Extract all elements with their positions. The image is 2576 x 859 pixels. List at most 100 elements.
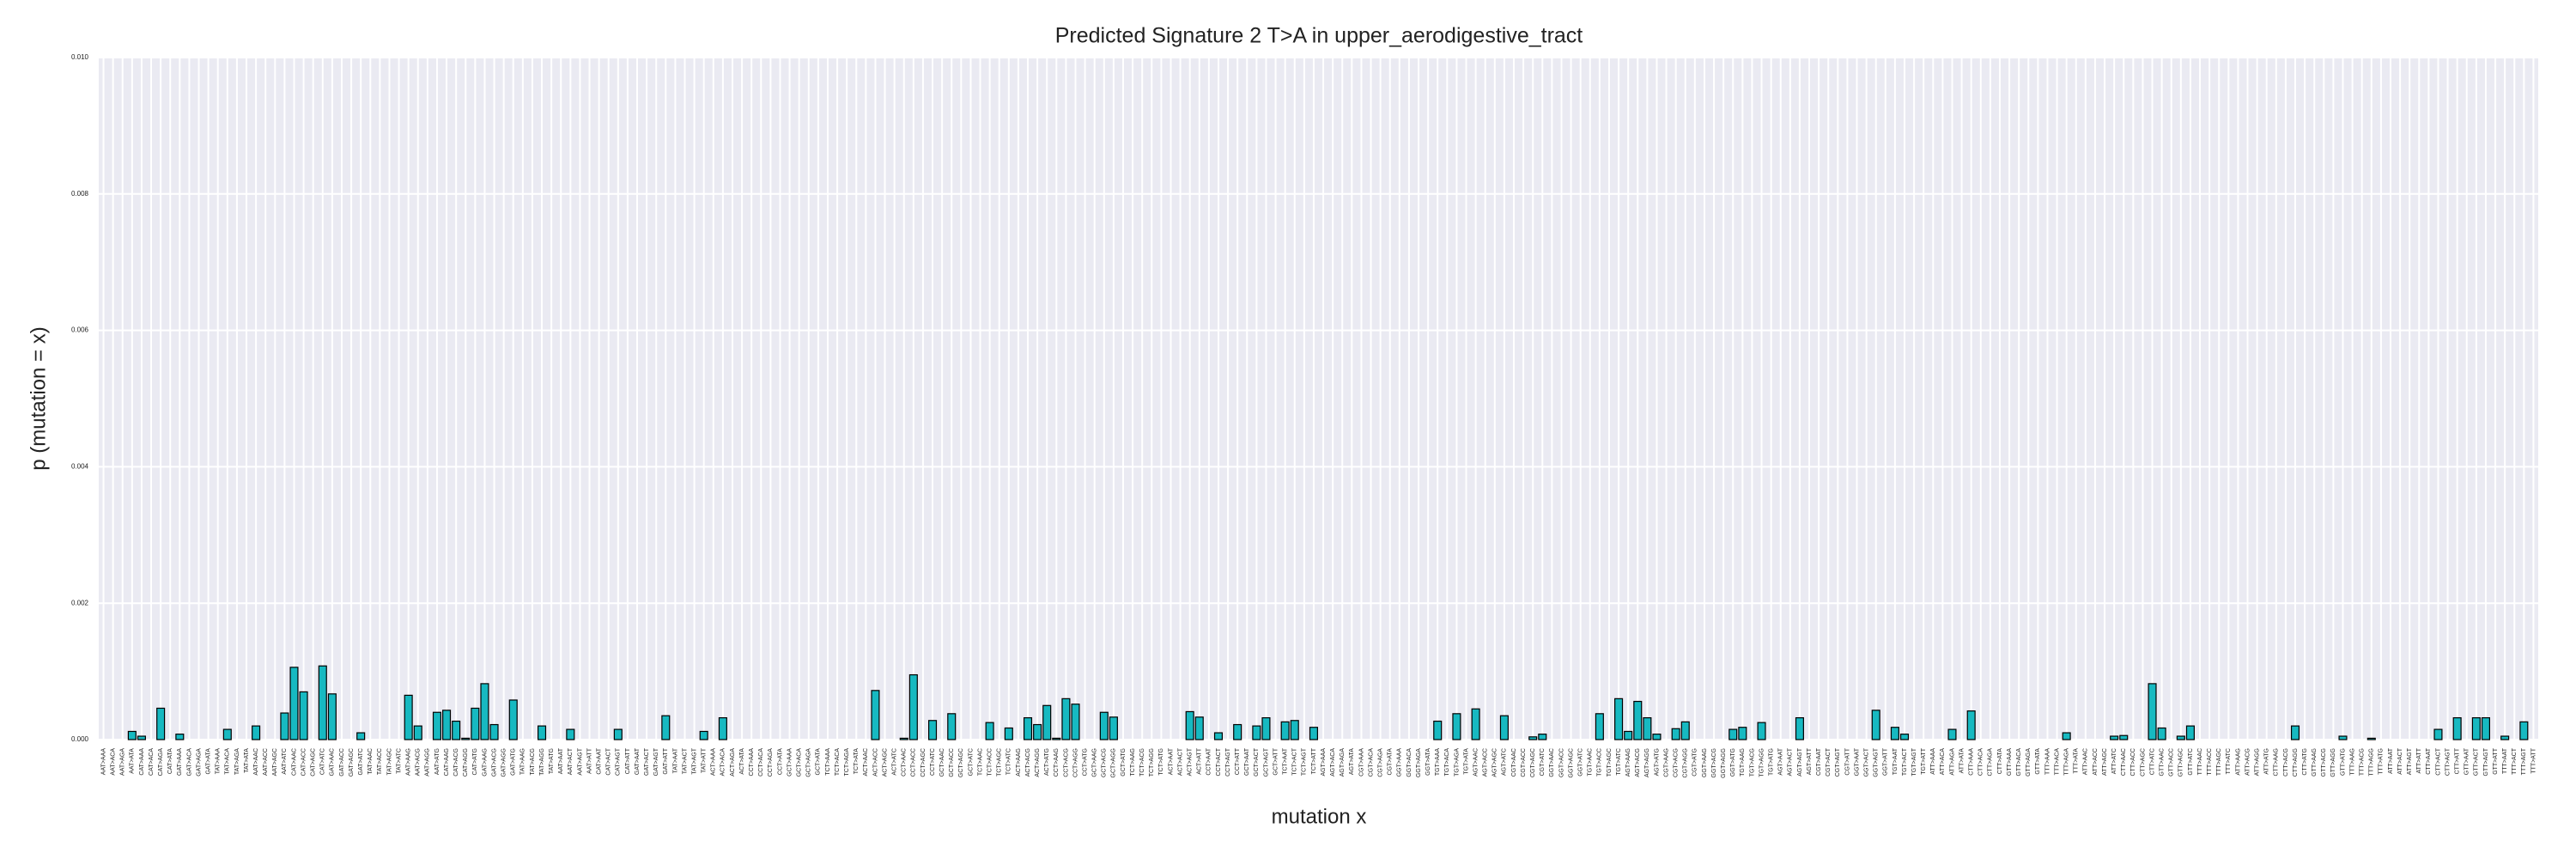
x-tick-label: ACT>AGT: [1188, 747, 1194, 776]
x-tick-label: GGT>AAT: [1854, 747, 1860, 776]
bar: [1757, 722, 1766, 740]
bar: [1471, 708, 1480, 740]
x-tick-label: GGT>ATT: [1883, 747, 1889, 776]
bar: [1109, 716, 1118, 740]
x-tick-label: CAT>AAG: [444, 748, 450, 776]
bar: [2500, 735, 2510, 740]
bar: [1738, 727, 1747, 740]
x-tick-label: CAT>ACC: [301, 748, 307, 776]
x-tick-label: GTT>AAG: [2312, 748, 2318, 777]
bar: [566, 728, 575, 740]
x-tick-label: CTT>ATT: [2455, 747, 2461, 774]
x-tick-label: CTT>ACG: [2283, 748, 2289, 777]
x-tick-label: GAT>AGG: [501, 748, 507, 777]
x-tick-label: TAT>AAA: [216, 748, 222, 775]
x-tick-label: AGT>ATC: [1502, 748, 1508, 776]
x-tick-label: TAT>AAG: [520, 748, 526, 775]
x-tick-label: CAT>AGC: [311, 748, 317, 777]
x-tick-label: AGT>AGG: [1644, 748, 1650, 777]
x-tick-label: GTT>AAA: [2007, 748, 2013, 776]
x-tick-label: AGT>AGT: [1797, 747, 1803, 777]
x-tick-label: TGT>ACT: [1902, 747, 1908, 776]
bar: [413, 725, 422, 740]
x-tick-label: GTT>ATT: [2493, 747, 2499, 775]
x-tick-label: CGT>AAA: [1358, 748, 1364, 777]
x-tick-label: GTT>ATC: [2188, 748, 2194, 776]
x-tick-label: GAT>AAC: [330, 748, 336, 776]
x-tick-label: AAT>ATT: [586, 747, 592, 774]
x-tick-label: CTT>AAC: [2121, 748, 2127, 776]
x-tick-label: GAT>AGT: [653, 747, 659, 776]
x-tick-label: ATT>AGA: [1949, 748, 1955, 776]
x-tick-label: AGT>AGC: [1492, 748, 1498, 777]
x-tick-label: CGT>AAT: [1816, 747, 1822, 776]
x-tick-label: AGT>ACG: [1635, 748, 1641, 777]
x-tick-label: TCT>ATA: [854, 748, 860, 775]
bar: [1538, 734, 1547, 740]
x-tick-label: CTT>AGG: [2293, 748, 2299, 777]
x-axis-label: mutation x: [1272, 805, 1367, 828]
x-tick-label: GTT>AGA: [2026, 748, 2032, 777]
x-tick-label: GAT>ATT: [663, 747, 669, 774]
x-tick-label: GCT>AGT: [1263, 747, 1269, 777]
x-tick-label: AAT>ATG: [434, 748, 440, 775]
x-tick-label: ATT>ATC: [2111, 748, 2117, 774]
bar: [1194, 716, 1204, 740]
x-tick-label: AAT>AGA: [120, 748, 126, 776]
x-tick-label: GCT>ACA: [797, 748, 803, 777]
x-tick-label: GTT>ACG: [2321, 748, 2327, 777]
x-tick-label: ACT>AAT: [1168, 747, 1174, 775]
x-tick-label: ACT>ATA: [739, 748, 745, 775]
x-tick-label: TGT>ACA: [1444, 748, 1450, 777]
bar: [2176, 735, 2185, 740]
x-tick-label: GTT>AGC: [2178, 748, 2184, 777]
x-tick-label: GAT>AGA: [196, 748, 202, 777]
bar: [2481, 716, 2491, 740]
x-tick-label: TGT>AGG: [1759, 748, 1765, 777]
x-tick-label: GTT>AAC: [2159, 748, 2165, 776]
x-tick-label: TGT>ATC: [1616, 748, 1622, 776]
x-tick-label: AAT>ACG: [416, 748, 422, 776]
bar: [1966, 710, 1976, 740]
bar: [480, 683, 489, 740]
bar: [1890, 727, 1899, 740]
x-tick-label: GCT>AAG: [1092, 748, 1098, 777]
x-tick-label: GCT>AGA: [806, 748, 812, 777]
bar: [661, 715, 671, 740]
bar: [222, 728, 232, 740]
bar: [404, 694, 413, 740]
bar: [1309, 727, 1318, 740]
x-tick-label: TCT>AGT: [1302, 747, 1308, 776]
x-tick-label: ACT>AGG: [1035, 748, 1041, 777]
x-tick-label: CTT>AGT: [2445, 747, 2451, 776]
x-tick-label: TAT>AGA: [234, 748, 240, 775]
x-tick-label: GAT>ACC: [339, 748, 345, 777]
x-tick-label: CTT>AGC: [2140, 748, 2146, 777]
x-tick-label: TTT>AAT: [2502, 747, 2508, 774]
bar: [156, 707, 166, 740]
y-tick-label: 0.008: [71, 190, 89, 198]
x-tick-label: TAT>AGC: [386, 748, 392, 775]
x-tick-label: CCT>ACG: [1063, 748, 1069, 777]
x-tick-label: AGT>ACT: [1788, 747, 1794, 776]
bar: [1652, 734, 1662, 740]
x-tick-label: TGT>AAG: [1740, 748, 1746, 777]
x-tick-label: ATT>AAT: [2388, 747, 2394, 774]
x-tick-label: TGT>AAT: [1893, 747, 1899, 775]
x-tick-label: GCT>AGC: [958, 748, 964, 777]
bar: [1185, 710, 1194, 740]
bar: [1290, 720, 1299, 740]
bar: [1280, 721, 1290, 740]
x-tick-label: TTT>AAA: [2044, 748, 2050, 775]
x-tick-label: ACT>ACG: [1025, 748, 1031, 777]
bar: [137, 735, 146, 740]
x-tick-label: ATT>ACC: [2093, 748, 2099, 776]
x-tick-label: GGT>ACG: [1711, 748, 1717, 777]
bar: [1871, 710, 1880, 740]
x-tick-label: CCT>ACA: [758, 748, 764, 777]
x-tick-label: CAT>AAC: [291, 748, 297, 776]
x-tick-label: ACT>ATC: [891, 748, 897, 776]
bar: [489, 723, 499, 740]
x-tick-label: TTT>AAC: [2197, 748, 2203, 775]
